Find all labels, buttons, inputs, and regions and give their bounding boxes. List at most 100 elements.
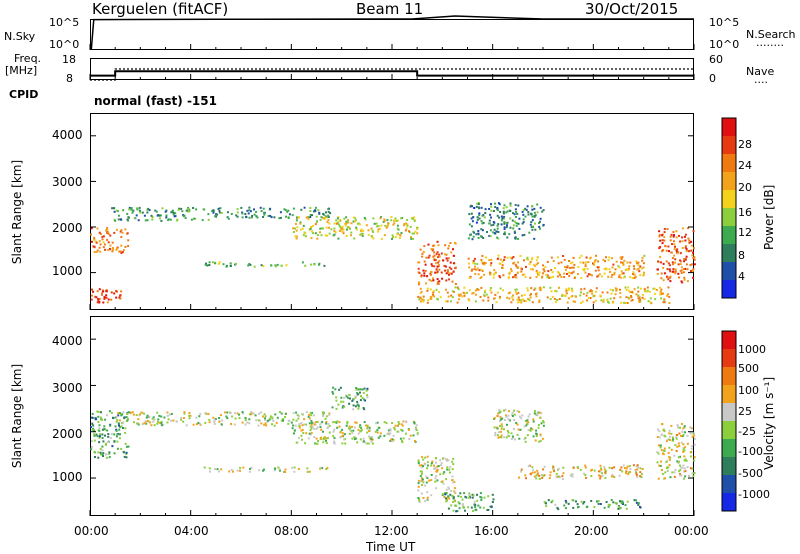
velocity-heatmap-cell bbox=[608, 466, 611, 469]
power-heatmap-cell bbox=[505, 221, 508, 224]
power-heatmap-cell bbox=[256, 216, 259, 219]
velocity-heatmap-cell bbox=[590, 475, 593, 477]
power-heatmap-cell bbox=[446, 291, 449, 294]
velocity-heatmap-cell bbox=[439, 459, 442, 462]
power-heatmap-cell bbox=[90, 227, 93, 230]
velocity-heatmap-cell bbox=[356, 392, 359, 395]
power-heatmap-cell bbox=[343, 217, 346, 220]
velocity-heatmap-cell bbox=[125, 445, 128, 448]
velocity-heatmap-cell bbox=[505, 414, 507, 417]
velocity-heatmap-cell bbox=[625, 507, 628, 510]
power-heatmap-cell bbox=[482, 237, 485, 239]
power-heatmap-cell bbox=[255, 210, 258, 213]
power-heatmap-cell bbox=[371, 229, 374, 232]
velocity-heatmap-cell bbox=[319, 466, 322, 469]
velocity-heatmap-cell bbox=[447, 486, 450, 489]
power-heatmap-cell bbox=[217, 207, 220, 210]
velocity-heatmap-cell bbox=[686, 466, 689, 469]
power-heatmap-cell bbox=[633, 267, 636, 270]
power-heatmap-cell bbox=[113, 218, 116, 221]
power-heatmap-cell bbox=[565, 289, 568, 292]
velocity-heatmap-cell bbox=[627, 473, 630, 476]
power-heatmap-cell bbox=[367, 233, 370, 236]
velocity-heatmap-cell bbox=[224, 411, 227, 414]
velocity-heatmap-cell bbox=[479, 506, 482, 509]
velocity-heatmap-cell bbox=[607, 505, 610, 508]
velocity-heatmap-cell bbox=[265, 424, 268, 427]
power-heatmap-cell bbox=[659, 239, 662, 242]
power-heatmap-cell bbox=[496, 207, 499, 210]
velocity-heatmap-cell bbox=[309, 429, 312, 432]
velocity-heatmap-cell bbox=[416, 432, 419, 435]
power-heatmap-cell bbox=[483, 216, 486, 219]
velocity-heatmap-cell bbox=[108, 456, 111, 459]
power-heatmap-cell bbox=[501, 266, 503, 269]
power-heatmap-cell bbox=[524, 275, 527, 278]
velocity-heatmap-cell bbox=[326, 466, 329, 469]
velocity-heatmap-cell bbox=[436, 479, 439, 482]
power-heatmap-cell bbox=[114, 219, 117, 222]
power-heatmap-cell bbox=[472, 230, 475, 233]
power-heatmap-cell bbox=[527, 298, 530, 300]
velocity-heatmap-cell bbox=[494, 432, 497, 434]
velocity-heatmap-cell bbox=[453, 499, 456, 502]
power-heatmap-cell bbox=[306, 216, 309, 219]
power-heatmap-cell bbox=[674, 270, 677, 273]
power-heatmap-cell bbox=[102, 301, 105, 304]
power-heatmap-cell bbox=[330, 228, 333, 231]
velocity-heatmap-cell bbox=[101, 453, 104, 456]
power-heatmap-cell bbox=[429, 296, 432, 298]
power-heatmap-cell bbox=[660, 288, 663, 291]
power-heatmap-cell bbox=[318, 211, 321, 214]
velocity-heatmap-cell bbox=[691, 467, 694, 470]
velocity-heatmap-cell bbox=[95, 433, 98, 436]
velocity-heatmap-cell bbox=[677, 426, 680, 429]
velocity-heatmap-cell bbox=[557, 508, 560, 511]
velocity-heatmap-cell bbox=[221, 419, 224, 422]
power-heatmap-cell bbox=[531, 268, 534, 271]
power-heatmap-cell bbox=[577, 266, 580, 268]
velocity-heatmap-cell bbox=[660, 469, 663, 471]
velocity-heatmap-cell bbox=[461, 504, 464, 507]
velocity-heatmap-cell bbox=[117, 414, 120, 417]
velocity-heatmap-cell bbox=[457, 501, 460, 504]
power-heatmap-cell bbox=[610, 292, 613, 295]
power-heatmap-cell bbox=[323, 264, 326, 267]
velocity-heatmap-cell bbox=[539, 433, 542, 436]
velocity-heatmap-cell bbox=[126, 413, 129, 415]
power-heatmap-cell bbox=[483, 294, 486, 297]
velocity-heatmap-cell bbox=[326, 437, 329, 439]
power-heatmap-cell bbox=[472, 216, 475, 219]
power-heatmap-cell bbox=[677, 272, 680, 275]
power-heatmap-cell bbox=[433, 254, 436, 257]
power-heatmap-cell bbox=[671, 243, 673, 245]
power-heatmap-cell bbox=[547, 270, 550, 273]
power-heatmap-cell bbox=[126, 218, 129, 221]
velocity-heatmap-cell bbox=[584, 464, 587, 467]
velocity-heatmap-cell bbox=[338, 421, 341, 424]
power-heatmap-cell bbox=[432, 293, 434, 296]
velocity-heatmap-cell bbox=[510, 432, 513, 435]
velocity-heatmap-cell bbox=[400, 428, 403, 431]
power-heatmap-cell bbox=[99, 243, 102, 246]
velocity-heatmap-cell bbox=[282, 418, 285, 420]
power-heatmap-cell bbox=[384, 224, 387, 227]
power-heatmap-cell bbox=[235, 214, 238, 217]
power-heatmap-cell bbox=[673, 234, 675, 237]
power-heatmap-cell bbox=[511, 219, 514, 222]
power-heatmap-cell bbox=[516, 266, 519, 269]
power-heatmap-cell bbox=[514, 208, 517, 211]
velocity-heatmap-cell bbox=[660, 434, 663, 437]
power-heatmap-cell bbox=[621, 261, 624, 264]
velocity-heatmap-cell bbox=[636, 468, 639, 471]
power-heatmap-cell bbox=[683, 260, 686, 263]
velocity-heatmap-cell bbox=[426, 477, 429, 479]
power-heatmap-cell bbox=[245, 215, 248, 218]
power-heatmap-cell bbox=[423, 274, 426, 277]
velocity-heatmap-cell bbox=[611, 475, 614, 478]
power-cb-tick: 8 bbox=[738, 249, 745, 262]
velocity-cb-tick: 25 bbox=[738, 405, 752, 418]
velocity-heatmap-cell bbox=[350, 429, 353, 432]
power-heatmap-cell bbox=[105, 294, 108, 297]
power-heatmap-cell bbox=[159, 217, 161, 220]
